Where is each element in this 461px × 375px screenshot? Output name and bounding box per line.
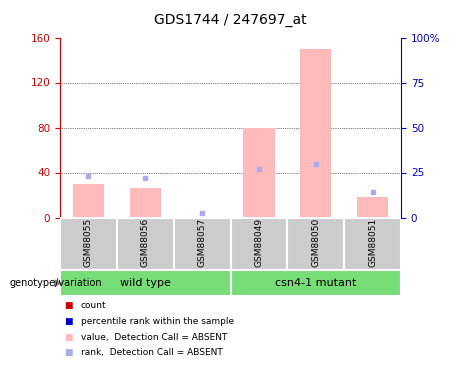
Text: rank,  Detection Call = ABSENT: rank, Detection Call = ABSENT: [81, 348, 222, 357]
Bar: [117, 217, 174, 270]
Bar: [300, 49, 331, 217]
Text: value,  Detection Call = ABSENT: value, Detection Call = ABSENT: [81, 333, 227, 342]
Text: wild type: wild type: [120, 278, 171, 288]
Text: genotype/variation: genotype/variation: [9, 278, 102, 288]
Text: GSM88049: GSM88049: [254, 218, 263, 267]
Bar: [287, 217, 344, 270]
Text: GSM88055: GSM88055: [84, 218, 93, 267]
Text: GSM88057: GSM88057: [198, 218, 207, 267]
Text: ■: ■: [65, 333, 73, 342]
Bar: [357, 197, 388, 217]
Bar: [230, 217, 287, 270]
Text: GSM88051: GSM88051: [368, 218, 377, 267]
Bar: [344, 217, 401, 270]
Bar: [230, 270, 401, 296]
Text: csn4-1 mutant: csn4-1 mutant: [275, 278, 356, 288]
Text: GSM88056: GSM88056: [141, 218, 150, 267]
Bar: [130, 188, 161, 218]
Bar: [60, 217, 117, 270]
Text: ■: ■: [65, 301, 73, 310]
Bar: [174, 217, 230, 270]
Bar: [60, 270, 230, 296]
Text: ■: ■: [65, 348, 73, 357]
Text: GSM88050: GSM88050: [311, 218, 320, 267]
Text: ■: ■: [65, 317, 73, 326]
Text: percentile rank within the sample: percentile rank within the sample: [81, 317, 234, 326]
Bar: [243, 128, 275, 218]
Text: count: count: [81, 301, 106, 310]
Bar: [73, 184, 104, 218]
Text: GDS1744 / 247697_at: GDS1744 / 247697_at: [154, 13, 307, 27]
